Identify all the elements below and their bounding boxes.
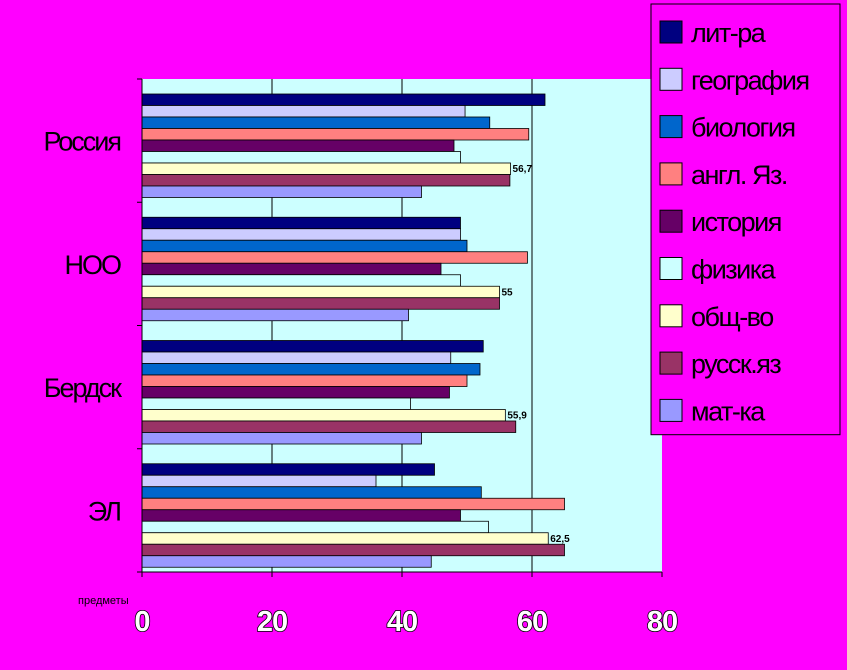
category-label: Бердск (44, 373, 122, 403)
legend-swatch (659, 304, 683, 328)
bar (141, 351, 452, 364)
bar (141, 509, 461, 522)
bar (141, 216, 461, 230)
legend: лит-ра география биология англ. Яз. история ф… (650, 3, 841, 436)
legend-swatch (659, 209, 683, 233)
tick-labels: 0 20 40 60 80 (134, 605, 679, 639)
bar (141, 239, 468, 253)
axes (137, 78, 663, 577)
bar (141, 116, 491, 129)
bar (141, 463, 435, 476)
bar (141, 397, 411, 410)
legend-label: общ-во (691, 302, 773, 332)
bar (141, 543, 565, 557)
bar (141, 340, 484, 353)
bar (141, 308, 409, 322)
bar (141, 555, 432, 568)
legend-swatch (659, 20, 683, 44)
bar (141, 185, 422, 198)
bar (141, 374, 468, 387)
bar (141, 409, 506, 422)
bar (141, 420, 517, 433)
tick-label: 40 (387, 606, 417, 638)
bar (141, 432, 422, 445)
bar (141, 105, 466, 118)
legend-label: русск.яз (691, 349, 781, 379)
legend-swatch (659, 398, 683, 422)
data-label: 62,5 (550, 534, 570, 545)
data-label: 55 (502, 287, 514, 298)
legend-label: география (691, 65, 809, 95)
data-label: 56,7 (513, 164, 533, 175)
x-axis-title: предметы (78, 595, 129, 607)
legend-swatch (659, 351, 683, 375)
legend-label: мат-ка (691, 396, 766, 426)
category-label: Россия (43, 127, 120, 157)
legend-label: лит-ра (691, 18, 767, 48)
bar (141, 474, 377, 488)
legend-label: история (691, 207, 781, 237)
bar (141, 285, 500, 299)
bar (141, 297, 500, 310)
data-label: 55,9 (507, 411, 527, 422)
legend-label: англ. Яз. (691, 160, 787, 190)
bar (141, 486, 482, 499)
legend-label: физика (691, 255, 777, 285)
bar (141, 262, 442, 276)
legend-swatch (659, 257, 683, 280)
bar (141, 128, 530, 141)
legend-swatch (659, 162, 683, 186)
tick-label: 20 (257, 606, 287, 638)
bars: 56,7 55 55,9 62,5 (141, 93, 570, 568)
bar (141, 520, 489, 534)
bar (141, 363, 481, 376)
category-label: ЭЛ (88, 496, 121, 526)
tick-label: 60 (517, 606, 547, 638)
bar (141, 497, 565, 511)
category-labels: Россия НОО Бердск ЭЛ (43, 127, 124, 527)
bar (141, 139, 455, 152)
bar (141, 386, 450, 399)
legend-swatch (659, 67, 683, 91)
bar (141, 93, 546, 106)
bar (141, 251, 528, 264)
bar (141, 532, 549, 545)
tick-label: 0 (134, 606, 149, 638)
bar (141, 174, 511, 187)
category-label: НОО (64, 250, 121, 280)
bar (141, 274, 461, 287)
bar (141, 162, 511, 175)
bar (141, 228, 461, 241)
bar (141, 151, 461, 164)
legend-label: биология (691, 113, 795, 143)
tick-label: 80 (647, 606, 677, 638)
legend-swatch (659, 115, 683, 139)
